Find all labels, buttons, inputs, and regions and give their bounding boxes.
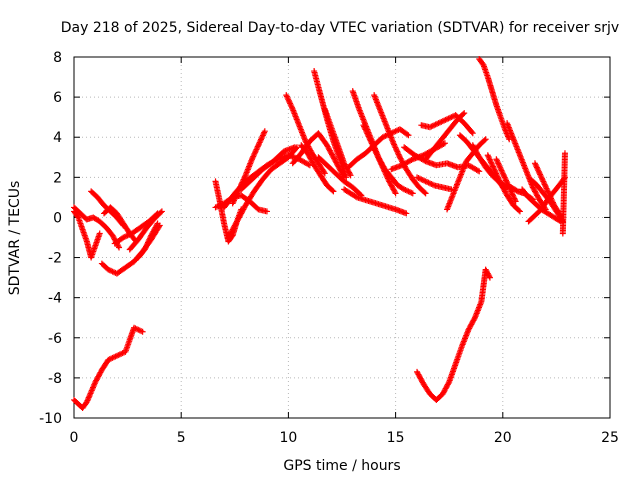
series-arc-8 [111, 210, 161, 247]
data-point [445, 380, 452, 387]
y-tick-label: 0 [53, 210, 62, 226]
data-point [346, 170, 353, 177]
x-tick-label: 10 [279, 430, 297, 446]
data-point [476, 168, 483, 175]
y-tick-label: -8 [48, 371, 62, 387]
data-point [154, 210, 161, 217]
data-point [404, 131, 411, 138]
data-point [460, 111, 467, 118]
x-tick-labels: 0 5 10 15 20 25 [70, 430, 619, 446]
data-point [468, 129, 475, 136]
data-point [409, 190, 416, 197]
y-axis-label: SDTVAR / TECUs [7, 181, 23, 296]
series-arc-26 [341, 186, 410, 217]
data-point [321, 169, 328, 176]
data-point [469, 130, 476, 137]
series-arc-31 [422, 110, 468, 163]
data-point [153, 211, 160, 218]
series-arc-25 [371, 92, 429, 197]
data-point [74, 213, 81, 220]
data-point [352, 193, 359, 200]
x-tick-label: 25 [601, 430, 619, 446]
data-point [329, 187, 336, 194]
data-point [422, 190, 429, 197]
data-point [392, 190, 399, 197]
data-point [561, 150, 568, 157]
series-arc-20 [321, 106, 354, 179]
data-point [330, 188, 337, 195]
axis-ticks [73, 56, 611, 419]
data-point [474, 167, 481, 174]
data-point [471, 316, 478, 323]
data-point [153, 221, 160, 228]
y-tick-labels: -10 -8 -6 -4 -2 0 2 4 6 8 [39, 50, 62, 427]
series-arc-44 [414, 266, 493, 403]
series-arc-43 [559, 150, 568, 237]
data-point [486, 273, 493, 280]
y-tick-label: -10 [39, 411, 62, 427]
data-point [263, 208, 270, 215]
y-tick-label: 4 [53, 130, 62, 146]
data-point [391, 189, 398, 196]
x-tick-label: 5 [177, 430, 186, 446]
data-point [516, 208, 523, 215]
y-tick-label: -2 [48, 251, 62, 267]
series-arc-15 [238, 144, 298, 193]
series-arc-28 [401, 144, 483, 175]
data-point [139, 328, 146, 335]
x-tick-label: 0 [70, 430, 79, 446]
data-point [154, 220, 161, 227]
series-arc-36 [484, 152, 523, 215]
data-point [347, 172, 354, 179]
series-arc-14 [225, 144, 300, 241]
data-point [461, 110, 468, 117]
x-tick-label: 15 [387, 430, 405, 446]
series-arc-16 [283, 92, 328, 177]
y-tick-label: 6 [53, 90, 62, 106]
series-arc-41 [531, 160, 564, 219]
y-tick-label: -6 [48, 331, 62, 347]
plot-frame [73, 56, 611, 419]
data-point [405, 132, 412, 139]
y-tick-label: -4 [48, 291, 62, 307]
data-point [481, 137, 488, 144]
data-point [486, 274, 493, 281]
data-point [116, 244, 123, 251]
data-point [158, 208, 165, 215]
data-point [343, 174, 350, 181]
chart-title: Day 218 of 2025, Sidereal Day-to-day VTE… [61, 20, 619, 36]
data-point [408, 157, 415, 164]
x-tick-label: 20 [494, 430, 512, 446]
data-point [96, 230, 103, 237]
y-tick-label: 8 [53, 50, 62, 66]
series-arc-37 [493, 156, 519, 205]
data-point [421, 189, 428, 196]
data-point [403, 210, 410, 217]
data-point [291, 144, 298, 151]
data-point [515, 207, 522, 214]
data-point [482, 136, 489, 143]
data-point [512, 198, 519, 205]
data-point [115, 243, 122, 250]
data-points [71, 56, 568, 411]
data-point [440, 140, 447, 147]
series-arc-29 [414, 174, 455, 193]
y-tick-label: 2 [53, 170, 62, 186]
series-arc-2 [71, 208, 103, 261]
data-point [441, 140, 448, 147]
data-point [157, 209, 164, 216]
data-point [321, 170, 328, 177]
series-arc-38 [504, 120, 549, 213]
series-arc-18 [289, 130, 348, 181]
series-arc-9 [135, 220, 161, 261]
x-axis-label: GPS time / hours [283, 458, 400, 474]
series-arc-24 [360, 122, 399, 197]
data-point [479, 60, 486, 67]
series-arc-1 [71, 324, 146, 411]
data-point [261, 128, 268, 135]
